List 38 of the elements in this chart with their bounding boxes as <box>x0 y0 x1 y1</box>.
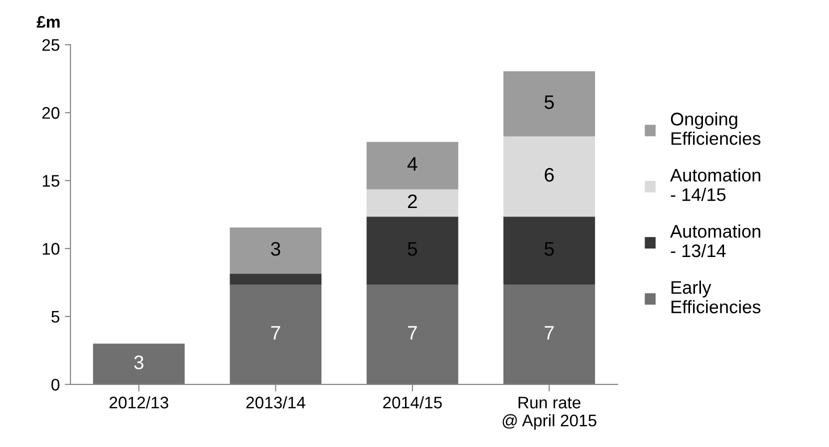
bar <box>503 284 596 384</box>
data-label: 4 <box>407 157 418 171</box>
data-label: 7 <box>408 326 417 340</box>
legend-label: Ongoing Efficiencies <box>670 112 760 145</box>
legend-label: Automation - 14/15 <box>670 168 760 202</box>
y-tick-label: 0 <box>51 378 60 391</box>
data-label: 5 <box>408 242 418 256</box>
legend-label: Automation - 13/14 <box>670 224 760 258</box>
bar <box>366 189 458 217</box>
data-label: 7 <box>271 326 280 340</box>
data-label: 3 <box>134 355 144 370</box>
x-tick-label: 2014/15 <box>383 396 442 408</box>
y-tick-label: 15 <box>42 175 60 187</box>
data-label: 2 <box>408 194 417 208</box>
x-tick-label: 2013/14 <box>246 396 306 408</box>
data-label: 3 <box>270 242 280 256</box>
bar <box>503 136 596 217</box>
bar <box>366 142 458 190</box>
legend-label: Early Efficiencies <box>672 280 760 314</box>
bar <box>93 344 185 384</box>
bar <box>230 274 322 285</box>
bar <box>503 71 596 136</box>
data-label: 5 <box>544 242 554 256</box>
bar <box>503 216 596 285</box>
data-label: 5 <box>544 95 554 110</box>
bar <box>366 216 458 285</box>
data-label: 6 <box>544 168 554 182</box>
bar <box>230 227 322 274</box>
x-tick-label: Run rate @ April 2015 <box>502 396 596 430</box>
y-tick-label: 10 <box>42 242 60 255</box>
y-tick-label: 25 <box>42 39 60 51</box>
bar <box>230 284 322 384</box>
data-label: 7 <box>544 326 554 340</box>
bar <box>366 284 458 384</box>
y-tick-label: 20 <box>42 107 60 119</box>
x-tick-label: 2012/13 <box>110 396 168 408</box>
y-tick-label: 5 <box>51 311 60 323</box>
y-axis-title: £m <box>36 16 60 28</box>
